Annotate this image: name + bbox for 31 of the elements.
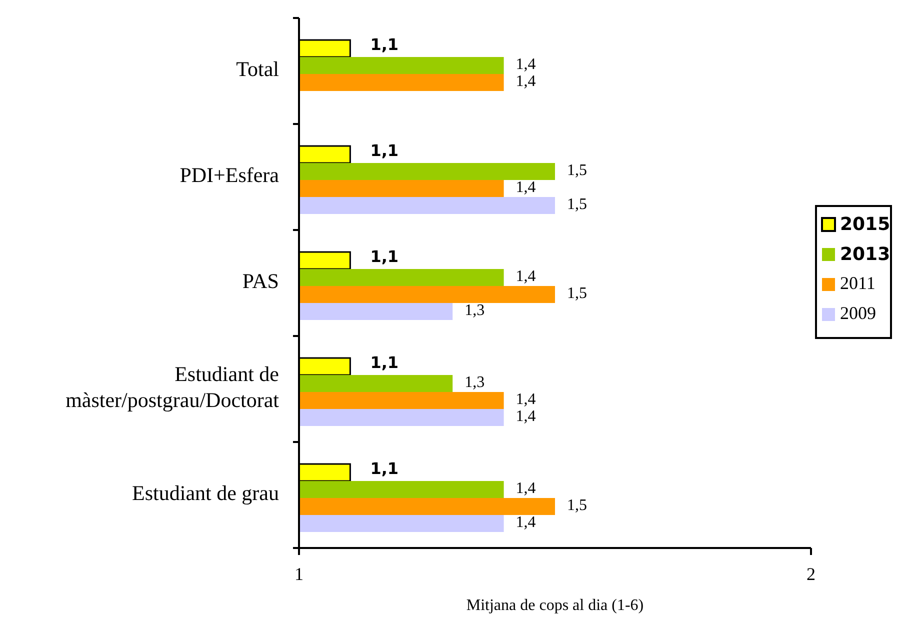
data-label: 1,5 xyxy=(567,162,587,180)
legend-label: 2011 xyxy=(840,273,876,294)
y-tick-label: PAS xyxy=(242,268,279,293)
x-tick-label: 1 xyxy=(294,564,304,584)
legend-label: 2009 xyxy=(840,303,876,324)
data-label: 1,1 xyxy=(370,352,399,372)
data-label: 1,1 xyxy=(370,246,399,266)
data-label: 1,4 xyxy=(516,56,536,74)
data-label: 1,3 xyxy=(464,302,485,320)
data-label: 1,4 xyxy=(516,268,536,286)
y-tick-label: PDI+Esfera xyxy=(180,162,280,187)
x-axis-title: Mitjana de cops al dia (1-6) xyxy=(466,597,644,614)
legend-label: 2015 xyxy=(840,214,890,235)
data-label: 1,4 xyxy=(516,480,536,498)
data-label: 1,4 xyxy=(516,73,536,90)
data-label: 1,4 xyxy=(516,514,536,532)
data-label: 1,5 xyxy=(567,497,587,514)
data-label: 1,1 xyxy=(370,458,399,478)
data-label: 1,3 xyxy=(464,374,485,392)
y-tick-label: Estudiant de màster/postgrau/Doctorat xyxy=(66,362,280,412)
legend-label: 2013 xyxy=(840,244,890,265)
data-label: 1,1 xyxy=(370,34,399,54)
data-label: 1,4 xyxy=(516,408,536,426)
x-tick-label: 2 xyxy=(806,564,816,584)
data-label: 1,4 xyxy=(516,391,536,408)
y-tick-label: Estudiant de grau xyxy=(132,480,280,505)
data-label: 1,5 xyxy=(567,196,587,214)
data-label: 1,1 xyxy=(370,140,399,160)
data-label: 1,5 xyxy=(567,285,587,302)
data-label: 1,4 xyxy=(516,179,536,196)
y-tick-label: Total xyxy=(236,56,280,81)
